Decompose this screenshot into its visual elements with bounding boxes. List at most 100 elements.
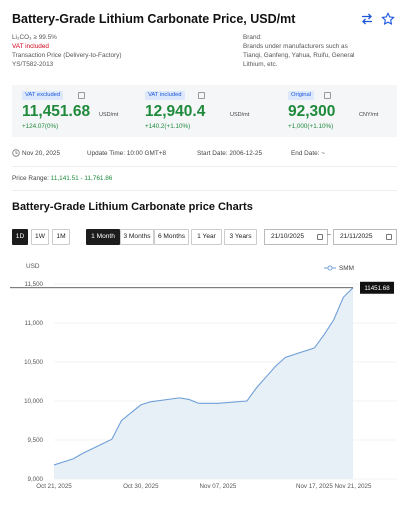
last-price-label: 11451.68 — [364, 285, 390, 292]
price-range-value: 11,141.51 - 11,761.86 — [50, 175, 113, 182]
copy-icon[interactable] — [324, 92, 331, 99]
swap-arrows-icon[interactable] — [360, 12, 374, 26]
legend-dot-marker — [327, 265, 333, 271]
price-value: 11,451.68 — [22, 103, 91, 120]
last-price-label-group: 11451.68 — [360, 281, 394, 294]
data-point[interactable] — [72, 458, 74, 460]
price-unit: USD/mt — [99, 112, 119, 118]
date-from-value: 21/10/2025 — [271, 233, 305, 240]
data-point[interactable] — [120, 419, 122, 421]
period-button-3-months[interactable]: 3 Months — [120, 229, 154, 245]
price-change: +124.07(0%) — [22, 123, 59, 130]
y-axis-label: USD — [26, 263, 40, 270]
legend-label: SMM — [339, 265, 354, 272]
period-button-3-years[interactable]: 3 Years — [224, 229, 257, 245]
data-point[interactable] — [323, 334, 325, 336]
x-tick-label: Nov 07, 2025 — [200, 483, 237, 490]
price-badge: VAT included — [145, 91, 185, 100]
brand-line: Lithium, etc. — [243, 61, 278, 68]
y-tick-label: 10,000 — [24, 398, 43, 405]
chart-section-title: Battery-Grade Lithium Carbonate price Ch… — [12, 201, 253, 213]
page-title: Battery-Grade Lithium Carbonate Price, U… — [12, 12, 296, 26]
calendar-icon — [386, 234, 392, 240]
chart-legend[interactable]: SMM — [324, 265, 354, 272]
data-point[interactable] — [275, 365, 277, 367]
price-cards: VAT excluded 11,451.68 USD/mt +124.07(0%… — [12, 85, 397, 137]
price-change: +140.2(+1.10%) — [145, 123, 191, 130]
data-point[interactable] — [178, 397, 180, 399]
brand-label: Brand: — [243, 34, 262, 41]
divider — [12, 190, 397, 191]
date-from-input[interactable]: 21/10/2025 — [264, 229, 328, 245]
calendar-icon — [317, 234, 323, 240]
data-point[interactable] — [111, 438, 113, 440]
price-date: Nov 20, 2025 — [22, 150, 61, 157]
data-point[interactable] — [149, 401, 151, 403]
price-card-vat-excluded: VAT excluded 11,451.68 USD/mt +124.07(0%… — [22, 85, 142, 137]
y-tick-label: 10,500 — [24, 359, 43, 366]
x-tick-label: Oct 30, 2025 — [123, 483, 159, 490]
start-date: Start Date: 2006-12-25 — [197, 150, 263, 157]
x-tick-label: Oct 21, 2025 — [36, 483, 72, 490]
end-date: End Date: ~ — [291, 150, 325, 157]
update-time: Update Time: 10:00 GMT+8 — [87, 150, 167, 157]
y-tick-label: 11,000 — [25, 320, 44, 327]
data-point[interactable] — [246, 400, 248, 402]
spec-transaction: Transaction Price (Delivery-to-Factory) — [12, 52, 122, 59]
price-chart[interactable]: 11451.68 9,000 9,500 10,000 10,500 11,000 11,… — [0, 255, 409, 508]
interval-button-1w[interactable]: 1W — [31, 229, 49, 245]
brand-info: Brand: Brands under manufacturers such a… — [243, 33, 354, 69]
date-to-value: 21/11/2025 — [340, 233, 373, 240]
interval-button-1d[interactable]: 1D — [12, 229, 28, 245]
copy-icon[interactable] — [78, 92, 85, 99]
data-point[interactable] — [265, 376, 267, 378]
star-outline-icon[interactable] — [381, 12, 395, 26]
data-point[interactable] — [130, 412, 132, 414]
last-price-label-bg — [360, 281, 394, 294]
brand-line: Brands under manufacturers such as — [243, 43, 348, 50]
brand-line: Tianqi, Ganfeng, Yahua, Ruifu, General — [243, 52, 355, 59]
divider — [12, 166, 397, 167]
spec-purity: Li₂CO₃ ≥ 99.5% — [12, 34, 57, 41]
y-tick-label: 11,500 — [25, 281, 44, 288]
price-line — [53, 287, 354, 466]
price-area — [54, 287, 353, 479]
data-point[interactable] — [188, 398, 190, 400]
y-tick-label: 9,000 — [28, 476, 44, 483]
date-range-separator: ~ — [327, 232, 332, 239]
price-value: 92,300 — [288, 103, 336, 120]
spec-vat: VAT included — [12, 43, 49, 50]
price-change: +1,000(+1.10%) — [288, 123, 334, 130]
price-card-original: Original 92,300 CNY/mt +1,000(+1.10%) — [288, 85, 393, 137]
price-badge: Original — [288, 91, 314, 100]
x-tick-label: Nov 17, 2025 — [296, 483, 333, 490]
period-button-1-month[interactable]: 1 Month — [86, 229, 120, 245]
period-button-6-months[interactable]: 6 Months — [154, 229, 189, 245]
x-tick-label: Nov 21, 2025 — [335, 483, 372, 490]
period-button-1-year[interactable]: 1 Year — [191, 229, 222, 245]
price-unit: CNY/mt — [359, 112, 379, 118]
data-point[interactable] — [255, 387, 257, 389]
interval-button-1m[interactable]: 1M — [52, 229, 70, 245]
price-range: Price Range: 11,141.51 - 11,761.86 — [12, 175, 112, 182]
data-point[interactable] — [53, 464, 55, 466]
data-point[interactable] — [217, 402, 219, 404]
data-point[interactable] — [82, 452, 84, 454]
date-to-input[interactable]: 21/11/2025 — [333, 229, 397, 245]
price-value: 12,940.4 — [145, 103, 206, 120]
price-card-vat-included: VAT included 12,940.4 USD/mt +140.2(+1.1… — [145, 85, 265, 137]
data-point[interactable] — [284, 356, 286, 358]
copy-icon[interactable] — [198, 92, 205, 99]
y-tick-label: 9,500 — [28, 437, 44, 444]
data-point[interactable] — [333, 319, 335, 321]
price-unit: USD/mt — [230, 112, 250, 118]
price-badge: VAT excluded — [22, 91, 64, 100]
data-point[interactable] — [197, 402, 199, 404]
data-point[interactable] — [342, 296, 344, 298]
data-point[interactable] — [313, 347, 315, 349]
data-point[interactable] — [207, 402, 209, 404]
data-point[interactable] — [62, 461, 64, 463]
data-point[interactable] — [140, 404, 142, 406]
spec-list: Li₂CO₃ ≥ 99.5% VAT included Transaction … — [12, 33, 122, 69]
clock-icon — [12, 149, 20, 157]
